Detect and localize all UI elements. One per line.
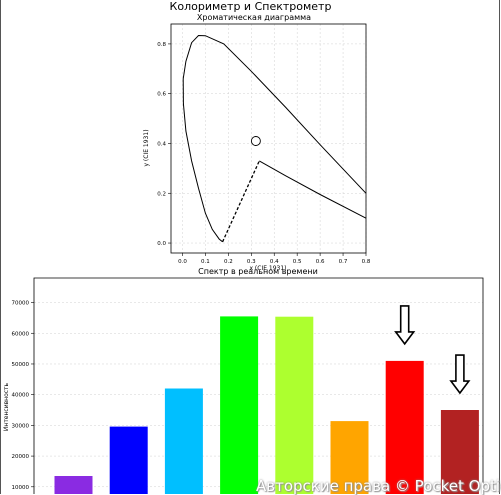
chroma-ytick-label: 0.0: [157, 241, 166, 247]
window-right-edge: [499, 0, 500, 494]
spectrum-bar: [440, 410, 479, 494]
spectrum-ytick-label: 30000: [12, 423, 30, 429]
spectrum-ytick-label: 60000: [12, 331, 30, 337]
chromaticity-ylabel: y (CIE 1931): [143, 129, 150, 166]
down-arrow-icon: [449, 354, 471, 395]
chroma-xtick-label: 0.8: [362, 259, 371, 265]
chromaticity-xlabel: x (CIE 1931): [249, 265, 286, 272]
spectrum-ytick-label: 40000: [12, 393, 30, 399]
chroma-xtick-label: 0.2: [224, 259, 233, 265]
copyright-watermark: Авторские права © Pocket Option: [256, 477, 501, 495]
spectrum-bar: [109, 426, 148, 494]
spectrum-bar: [385, 360, 424, 494]
chroma-xtick-label: 0.3: [247, 259, 256, 265]
spectrum-ytick-label: 50000: [12, 362, 30, 368]
spectrum-bar: [330, 421, 369, 494]
spectrum-bar: [164, 388, 203, 494]
spectrum-arrows: [394, 305, 471, 395]
spectral-locus-curve: [182, 34, 367, 243]
chromaticity-title: Хроматическая диаграмма: [197, 13, 311, 22]
spectrum-chart: Спектр в реальном времени 10000 20000 3000…: [3, 267, 484, 494]
spectrum-bar: [54, 476, 93, 494]
down-arrow-icon: [394, 305, 416, 346]
chroma-xtick-label: 0.0: [178, 259, 187, 265]
chroma-ytick-label: 0.4: [157, 141, 166, 147]
spectrum-bar: [275, 316, 314, 494]
spectrum-ytick-label: 10000: [12, 485, 30, 491]
chromaticity-marker: [250, 136, 261, 146]
chroma-xtick-label: 0.6: [316, 259, 325, 265]
spectrum-ytick-label: 70000: [12, 301, 30, 307]
chromaticity-plot-frame: [170, 23, 367, 254]
spectrum-grid: [34, 302, 483, 488]
spectrum-plot-frame: [33, 277, 484, 494]
chroma-ytick-label: 0.6: [157, 92, 166, 98]
lower-boundary-line: [259, 160, 367, 219]
chroma-ytick-label: 0.8: [157, 42, 166, 48]
spectrum-ticks: 10000 20000 30000 40000 50000 60000 70000: [12, 301, 34, 491]
chroma-xtick-label: 0.1: [201, 259, 210, 265]
spectrum-title: Спектр в реальном времени: [198, 267, 318, 276]
chromaticity-grid: [171, 24, 367, 253]
spectrum-ylabel: Интенсивность: [3, 382, 10, 431]
spectrum-bars: [54, 316, 479, 494]
spectrum-bar: [220, 316, 259, 494]
chromaticity-ticks: 0.0 0.1 0.2 0.3 0.4 0.5 0.6 0.7 0.8 0.0 0.2 0.4 0.6 0…: [157, 42, 371, 265]
window-title: Колориметр и Спектрометр: [169, 0, 332, 13]
chroma-xtick-label: 0.5: [293, 259, 302, 265]
window-left-edge: [0, 0, 1, 494]
chroma-xtick-label: 0.4: [270, 259, 279, 265]
chroma-xtick-label: 0.7: [339, 259, 348, 265]
chromaticity-diagram: Хроматическая диаграмма 0.0 0.1 0.2 0.3 0.4 0…: [143, 13, 371, 272]
spectrum-ytick-label: 20000: [12, 454, 30, 460]
chroma-ytick-label: 0.2: [157, 191, 166, 197]
